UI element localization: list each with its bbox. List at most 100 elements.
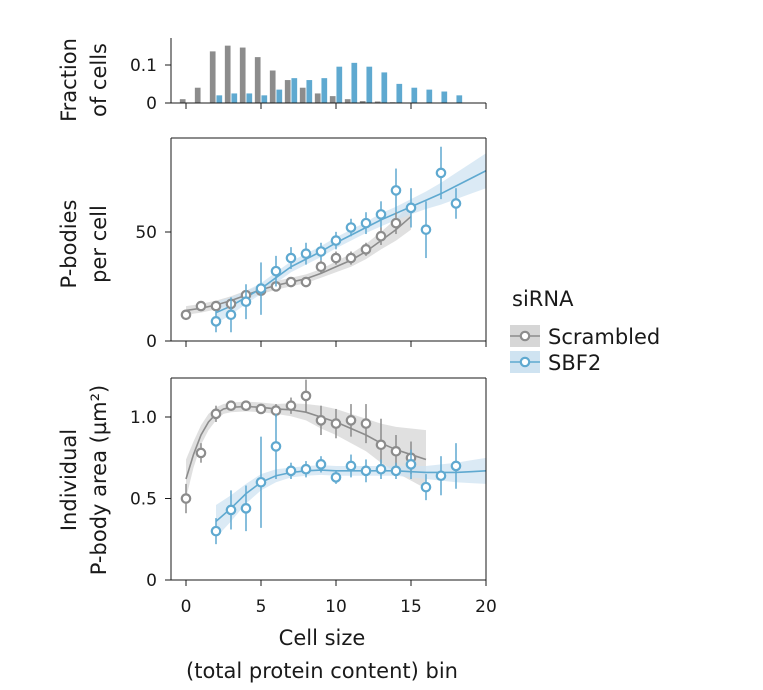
area-point-scrambled (315, 415, 327, 426)
area-point-sbf2 (330, 472, 342, 483)
pbodies-point-sbf2 (240, 296, 252, 308)
area-ytick-label: 1.0 (130, 408, 157, 428)
histogram-bar-scrambled (344, 99, 351, 103)
histogram-bar-scrambled (254, 57, 261, 103)
area-point-sbf2 (210, 525, 222, 537)
x-tick-label: 15 (400, 597, 422, 617)
histogram-plot-area (179, 45, 463, 103)
legend-scrambled-label: Scrambled (548, 325, 660, 349)
pbodies-point-scrambled (390, 217, 402, 229)
pbodies-point-scrambled (300, 276, 312, 288)
pbodies-point-sbf2 (300, 248, 312, 259)
pbodies-point-scrambled (360, 244, 372, 255)
histogram-bar-scrambled (359, 101, 366, 103)
histogram-bar-scrambled (239, 47, 246, 103)
histogram-ylabel: Fraction of cells (57, 38, 111, 122)
area-ylabel-line2: P-body area (µm²) (87, 385, 111, 576)
area-point-sbf2 (240, 503, 252, 514)
histogram-bar-sbf2 (306, 80, 313, 103)
pbodies-point-sbf2 (210, 316, 222, 327)
legend-sbf2-label: SBF2 (548, 351, 601, 375)
histogram-bar-sbf2 (246, 93, 253, 103)
histogram-bar-sbf2 (426, 89, 433, 103)
histogram-bar-sbf2 (336, 66, 343, 103)
pbodies-ylabel: P-bodies per cell (57, 200, 111, 289)
pbodies-point-sbf2 (225, 309, 237, 321)
area-point-scrambled (180, 493, 192, 504)
pbodies-point-scrambled (180, 309, 192, 321)
pbodies-point-sbf2 (450, 198, 462, 209)
histogram-bar-sbf2 (381, 72, 388, 103)
area-point-scrambled (255, 403, 267, 415)
area-point-scrambled (300, 390, 312, 402)
histogram-bar-scrambled (179, 99, 186, 103)
pbodies-ylabel-line1: P-bodies (57, 200, 81, 289)
legend-item-scrambled: Scrambled (510, 325, 660, 349)
histogram-bar-scrambled (194, 87, 201, 103)
x-tick-label: 0 (181, 597, 192, 617)
histogram-bar-sbf2 (396, 83, 403, 103)
histogram-panel: 00.1 (130, 38, 487, 114)
area-panel: 0 0.5 1.0 0 5 10 15 20 (130, 377, 497, 617)
histogram-bar-scrambled (314, 93, 321, 103)
area-point-scrambled (225, 400, 237, 411)
x-axis-label-line1: Cell size (279, 626, 366, 650)
histogram-bar-sbf2 (351, 62, 358, 103)
legend-title: siRNA (512, 287, 574, 311)
area-point-scrambled (240, 400, 252, 411)
pbodies-point-scrambled (375, 230, 387, 242)
pbodies-point-sbf2 (435, 167, 447, 179)
area-point-sbf2 (315, 459, 327, 470)
pbodies-point-sbf2 (345, 222, 357, 233)
area-point-sbf2 (375, 463, 387, 475)
pbodies-point-scrambled (330, 252, 342, 264)
area-point-sbf2 (285, 465, 297, 477)
area-ytick-label: 0 (146, 571, 157, 591)
histogram-ylabel-line2: of cells (87, 43, 111, 117)
x-tick-label: 20 (475, 597, 497, 617)
pbodies-point-scrambled (285, 276, 297, 288)
histogram-bar-sbf2 (321, 78, 328, 103)
area-point-sbf2 (435, 470, 447, 482)
histogram-bar-sbf2 (441, 91, 448, 103)
histogram-bar-scrambled (224, 45, 231, 103)
area-point-scrambled (330, 418, 342, 429)
area-point-sbf2 (300, 463, 312, 475)
area-point-sbf2 (360, 465, 372, 477)
area-point-sbf2 (225, 504, 237, 516)
area-point-sbf2 (450, 460, 462, 472)
histogram-bar-sbf2 (261, 95, 268, 103)
area-point-sbf2 (390, 465, 402, 477)
histogram-ytick-label: 0.1 (130, 56, 157, 76)
area-point-sbf2 (345, 460, 357, 472)
area-point-scrambled (375, 439, 387, 451)
pbodies-point-scrambled (345, 252, 357, 264)
area-point-sbf2 (405, 459, 417, 470)
legend-scrambled-marker (519, 330, 531, 342)
x-axis-label-line2: (total protein content) bin (186, 659, 458, 683)
histogram-bar-sbf2 (216, 95, 223, 103)
pbodies-point-sbf2 (270, 265, 282, 277)
area-point-scrambled (195, 447, 207, 459)
histogram-bar-scrambled (284, 80, 291, 103)
pbodies-ylabel-line2: per cell (87, 205, 111, 283)
area-ylabel: Individual P-body area (µm²) (57, 385, 111, 576)
area-ci-band-sbf2 (216, 457, 486, 538)
pbodies-point-sbf2 (390, 185, 402, 196)
area-point-scrambled (345, 415, 357, 426)
histogram-bar-scrambled (269, 70, 276, 103)
pbodies-point-sbf2 (315, 246, 327, 257)
legend-sbf2-marker (519, 356, 531, 368)
pbodies-point-sbf2 (420, 224, 432, 235)
histogram-ytick-label: 0 (146, 94, 157, 114)
histogram-bar-sbf2 (456, 95, 463, 103)
pbodies-ytick-label: 0 (146, 332, 157, 352)
area-point-sbf2 (270, 441, 282, 452)
pbodies-point-scrambled (195, 300, 207, 312)
histogram-bar-scrambled (329, 96, 336, 103)
pbodies-panel: 0 50 (135, 137, 487, 352)
pbodies-point-sbf2 (405, 202, 417, 214)
histogram-bar-scrambled (299, 87, 306, 103)
pbodies-point-sbf2 (375, 209, 387, 220)
